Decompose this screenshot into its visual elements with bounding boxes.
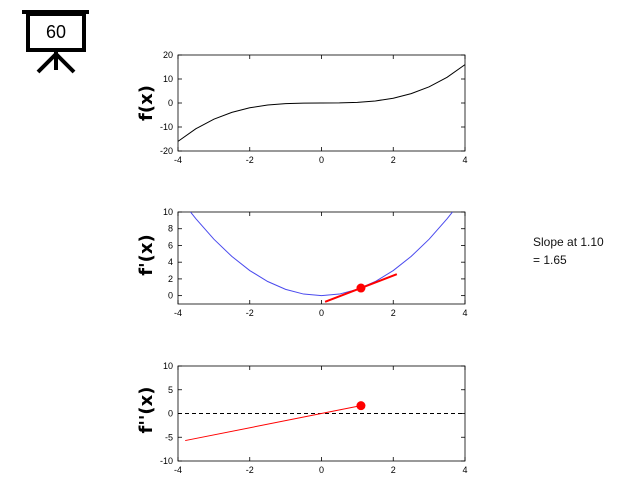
y-tick-label: 4: [168, 257, 173, 267]
x-tick-label: 4: [462, 308, 467, 318]
slope-annotation: Slope at 1.10 = 1.65: [533, 233, 604, 269]
slope-annotation-line-2: = 1.65: [533, 253, 567, 267]
y-tick-label: 5: [168, 385, 173, 395]
x-tick-label: 0: [319, 465, 324, 475]
y-tick-label: 6: [168, 240, 173, 250]
x-tick-label: 0: [319, 155, 324, 165]
function-curve: [177, 64, 466, 142]
y-tick-label: 2: [168, 274, 173, 284]
icon-number-label: 60: [46, 22, 66, 42]
x-tick-label: 2: [391, 308, 396, 318]
y-tick-label: 10: [163, 74, 173, 84]
y-tick-label: -20: [160, 146, 173, 156]
y-axis-label: f''(x): [136, 387, 157, 434]
presentation-screen-icon: 60: [22, 10, 89, 74]
x-tick-label: -2: [246, 155, 254, 165]
plot-panel-2: -4 -2 0 2 4 10 8 6 4 2 0 f'(x): [136, 207, 468, 318]
x-tick-label: 4: [462, 155, 467, 165]
y-tick-label: -5: [165, 432, 173, 442]
slope-annotation-line-1: Slope at 1.10: [533, 235, 604, 249]
plot-panel-3: -4 -2 0 2 4 10 5 0 -5 -10 f''(x): [136, 361, 468, 475]
y-axis-label: f'(x): [136, 234, 157, 275]
x-tick-label: -2: [246, 465, 254, 475]
y-tick-label: 0: [168, 409, 173, 419]
derivative-curve: [190, 211, 453, 297]
y-axis-label: f(x): [136, 85, 157, 121]
x-tick-label: 2: [391, 465, 396, 475]
y-tick-label: 8: [168, 224, 173, 234]
plot-frame: [177, 211, 466, 305]
x-tick-label: -2: [246, 308, 254, 318]
y-tick-label: -10: [160, 122, 173, 132]
x-tick-label: -4: [174, 308, 182, 318]
y-tick-label: 10: [163, 361, 173, 371]
y-tick-label: 20: [163, 50, 173, 60]
x-tick-label: -4: [174, 465, 182, 475]
y-tick-label: 10: [163, 207, 173, 217]
x-tick-label: 0: [319, 308, 324, 318]
x-tick-label: 2: [391, 155, 396, 165]
evaluation-point: [356, 401, 366, 411]
y-tick-label: 0: [168, 98, 173, 108]
y-tick-label: 0: [168, 291, 173, 301]
x-tick-label: -4: [174, 155, 182, 165]
y-tick-label: -10: [160, 456, 173, 466]
x-tick-label: 4: [462, 465, 467, 475]
evaluation-point: [356, 283, 366, 293]
second-derivative-line: [185, 405, 362, 442]
